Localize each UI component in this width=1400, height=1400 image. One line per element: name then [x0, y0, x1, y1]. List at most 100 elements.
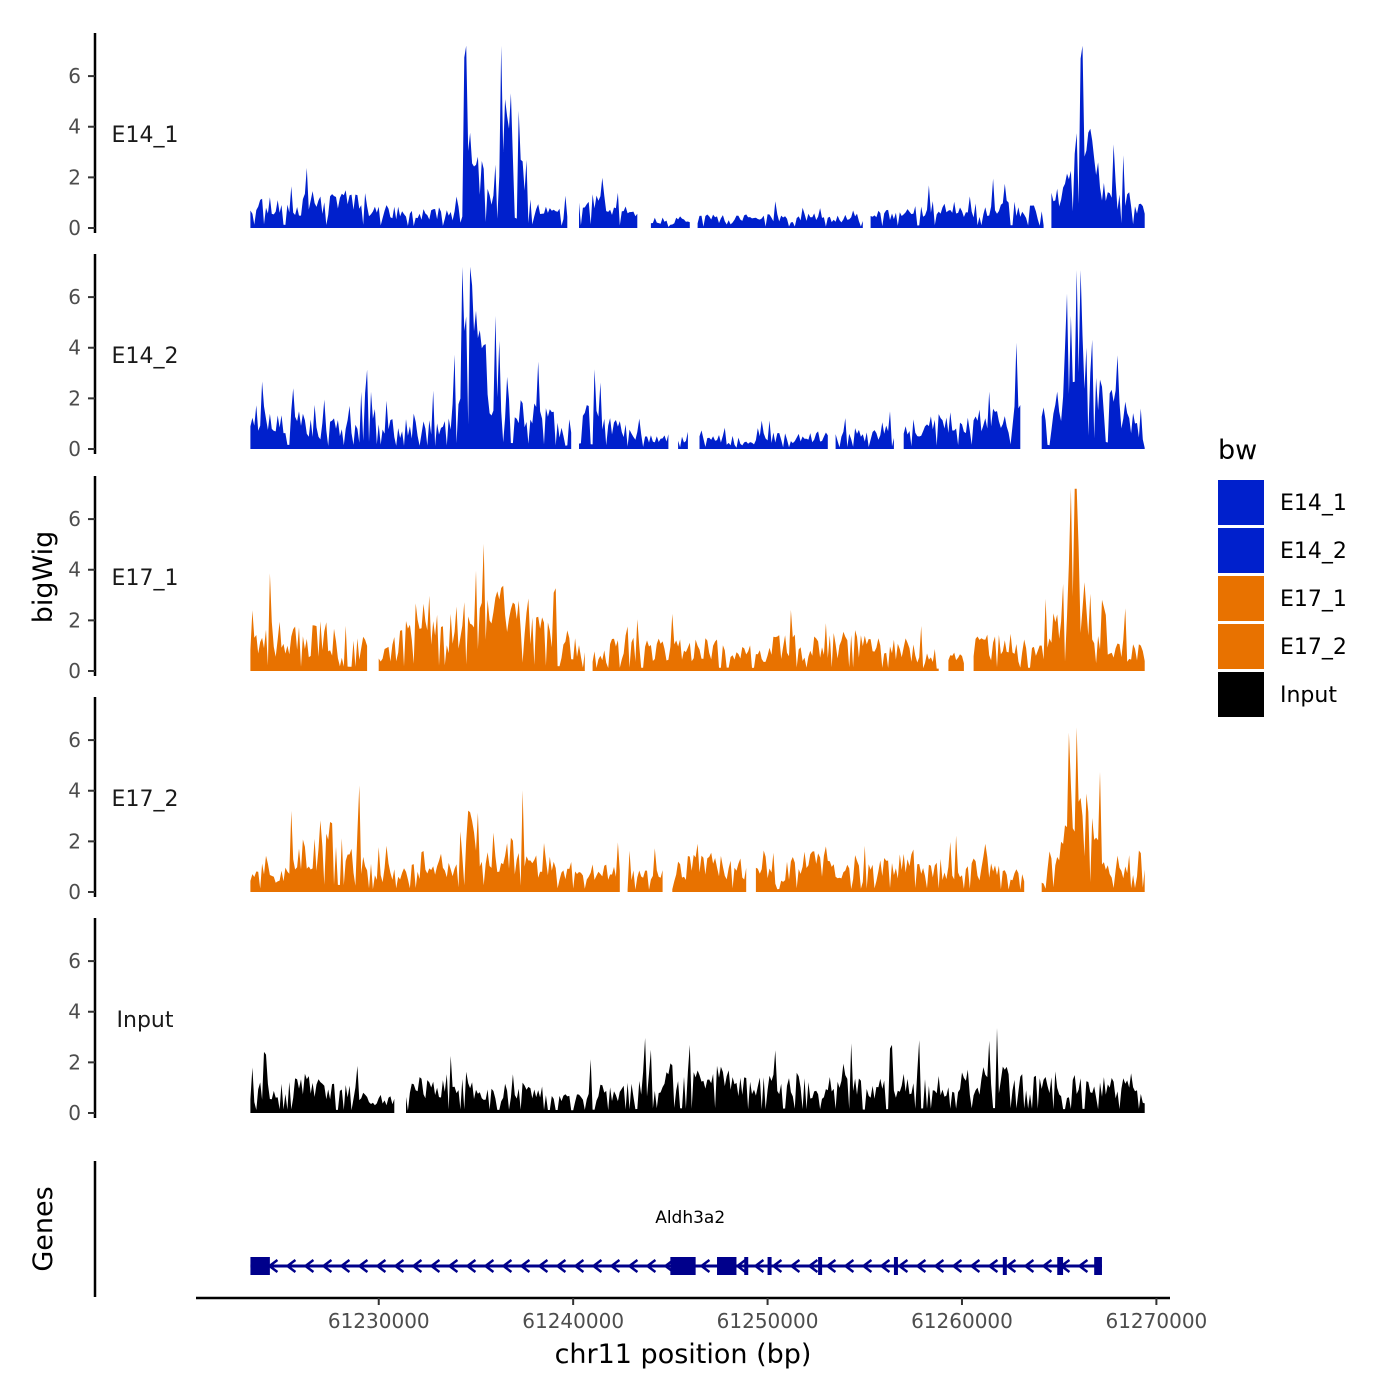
y-tick-label: 2	[68, 1050, 81, 1074]
strand-arrow	[735, 1259, 747, 1273]
strand-arrow	[771, 1259, 783, 1273]
y-tick-label: 4	[68, 336, 81, 360]
legend-item: E14_2	[1218, 528, 1347, 573]
strand-arrow	[969, 1259, 981, 1273]
strand-arrow	[321, 1259, 333, 1273]
signal-area	[948, 652, 964, 671]
signal-area	[250, 785, 620, 892]
strand-arrow	[627, 1259, 639, 1273]
gene-name-label: Aldh3a2	[655, 1208, 725, 1228]
legend-label: E14_1	[1280, 491, 1347, 516]
signal-area	[1051, 45, 1145, 229]
gene-panel: Aldh3a2	[93, 1161, 1102, 1297]
strand-arrow	[573, 1259, 585, 1273]
gene-exon	[893, 1257, 898, 1275]
signal-area	[835, 411, 894, 449]
y-tick-label: 6	[68, 949, 81, 973]
gene-exon	[717, 1257, 737, 1275]
strand-arrow	[933, 1259, 945, 1273]
signal-area	[579, 369, 669, 449]
y-tick-label: 6	[68, 285, 81, 309]
y-tick-label: 2	[68, 165, 81, 189]
gene-exon	[744, 1257, 749, 1275]
track-e17-2: 0 2 4 6 E17_2	[68, 697, 1145, 904]
signal-area	[650, 216, 690, 228]
track-label: E14_2	[112, 344, 179, 369]
legend-item: E17_2	[1218, 624, 1347, 669]
y-tick-label: 2	[68, 608, 81, 632]
signal-area	[250, 1051, 395, 1113]
signal-area	[406, 1028, 1145, 1113]
y-tick-label: 0	[68, 659, 81, 683]
track-label: E14_1	[112, 123, 179, 148]
strand-arrow	[357, 1259, 369, 1273]
legend-swatch	[1218, 672, 1264, 717]
track-input: 0 2 4 6 Input	[68, 918, 1145, 1125]
x-axis: 61230000 61240000 61250000 61260000 61270000	[196, 1296, 1207, 1333]
signal-area	[755, 835, 1025, 892]
strand-arrow	[789, 1259, 801, 1273]
gene-aldh3a2: Aldh3a2	[250, 1208, 1102, 1275]
x-tick-label: 61230000	[328, 1309, 430, 1333]
y-tick-label: 4	[68, 779, 81, 803]
legend-swatch	[1218, 624, 1264, 669]
x-tick-label: 61260000	[911, 1309, 1013, 1333]
gene-exon	[670, 1257, 696, 1275]
legend-label: Input	[1280, 683, 1337, 708]
strand-arrow	[501, 1259, 513, 1273]
strand-arrow	[465, 1259, 477, 1273]
gene-exon	[250, 1257, 270, 1275]
strand-arrow	[303, 1259, 315, 1273]
x-tick-label: 61270000	[1105, 1309, 1207, 1333]
signal-tracks: 0 2 4 6 E14_1 0 2 4 6 E14_2 0 2 4 6 E17_1 0 2 4 6 E17_2 0 2 4 6…	[68, 33, 1145, 1125]
strand-arrow	[411, 1259, 423, 1273]
track-e14-1: 0 2 4 6 E14_1	[68, 33, 1145, 240]
y-tick-label: 2	[68, 829, 81, 853]
legend-item: E14_1	[1218, 480, 1347, 525]
strand-arrow	[951, 1259, 963, 1273]
legend-item: Input	[1218, 672, 1337, 717]
strand-arrow	[861, 1259, 873, 1273]
strand-arrow	[825, 1259, 837, 1273]
signal-area	[973, 488, 1145, 671]
strand-arrow	[807, 1259, 819, 1273]
x-axis-title: chr11 position (bp)	[555, 1339, 812, 1370]
signal-area	[378, 543, 585, 671]
legend-swatch	[1218, 528, 1264, 573]
y-tick-label: 6	[68, 507, 81, 531]
strand-arrow	[879, 1259, 891, 1273]
track-label: E17_1	[112, 566, 179, 591]
strand-arrow	[609, 1259, 621, 1273]
legend-swatch	[1218, 576, 1264, 621]
signal-area	[678, 431, 688, 449]
signal-area	[870, 178, 1044, 228]
x-tick-label: 61240000	[522, 1309, 624, 1333]
strand-arrow	[645, 1259, 657, 1273]
legend-item: E17_1	[1218, 576, 1347, 621]
gene-exon	[1057, 1257, 1064, 1275]
strand-arrow	[987, 1259, 999, 1273]
gene-exon	[1002, 1257, 1007, 1275]
y-axis-title: bigWig	[28, 531, 59, 624]
signal-area	[592, 609, 939, 671]
y-tick-label: 6	[68, 64, 81, 88]
legend-label: E14_2	[1280, 539, 1347, 564]
strand-arrow	[1041, 1259, 1053, 1273]
strand-arrow	[339, 1259, 351, 1273]
y-tick-label: 0	[68, 437, 81, 461]
signal-area	[672, 843, 747, 892]
strand-arrow	[591, 1259, 603, 1273]
signal-area	[579, 177, 638, 228]
signal-area	[699, 420, 828, 449]
legend-title: bw	[1218, 435, 1257, 466]
strand-arrow	[429, 1259, 441, 1273]
strand-arrow	[843, 1259, 855, 1273]
gene-exon	[1094, 1257, 1102, 1275]
y-tick-label: 6	[68, 728, 81, 752]
strand-arrow	[375, 1259, 387, 1273]
strand-arrow	[393, 1259, 405, 1273]
strand-arrow	[753, 1259, 765, 1273]
track-label: E17_2	[112, 787, 179, 812]
signal-area	[250, 45, 568, 229]
